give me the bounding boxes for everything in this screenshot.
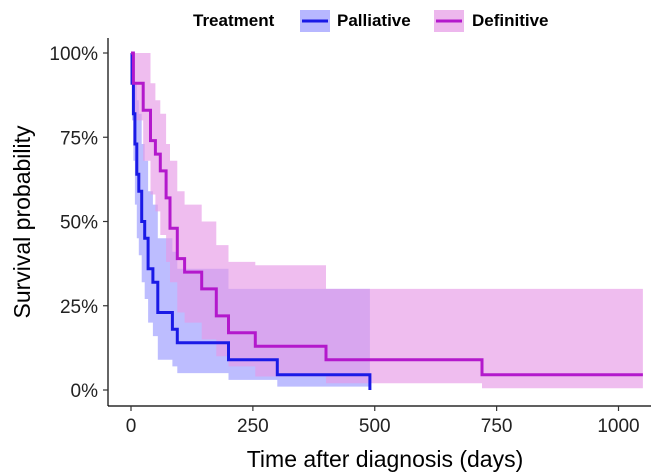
y-tick-label: 100% bbox=[49, 44, 98, 65]
x-tick-label: 250 bbox=[237, 416, 269, 437]
x-axis-title: Time after diagnosis (days) bbox=[247, 446, 524, 472]
survival-line-palliative bbox=[130, 51, 372, 390]
legend-title: Treatment bbox=[193, 11, 275, 30]
y-tick-label: 50% bbox=[60, 213, 98, 234]
legend: Treatment Palliative Definitive bbox=[193, 10, 549, 32]
legend-label-definitive: Definitive bbox=[472, 11, 549, 30]
legend-label-palliative: Palliative bbox=[337, 11, 411, 30]
survival-line-definitive bbox=[131, 51, 643, 377]
x-tick-label: 1000 bbox=[597, 416, 639, 437]
x-tick-label: 500 bbox=[359, 416, 391, 437]
x-tick-label: 0 bbox=[126, 416, 137, 437]
y-tick-label: 0% bbox=[71, 381, 99, 402]
x-tick-label: 750 bbox=[481, 416, 513, 437]
ci-band-definitive bbox=[131, 53, 643, 389]
axes: 0 250 500 750 1000 0% 25% 50% 75% 100% bbox=[49, 38, 651, 437]
y-axis-title: Survival probability bbox=[9, 125, 35, 319]
y-tick-label: 25% bbox=[60, 297, 98, 318]
plot-area bbox=[130, 51, 643, 390]
y-tick-label: 75% bbox=[60, 128, 98, 149]
